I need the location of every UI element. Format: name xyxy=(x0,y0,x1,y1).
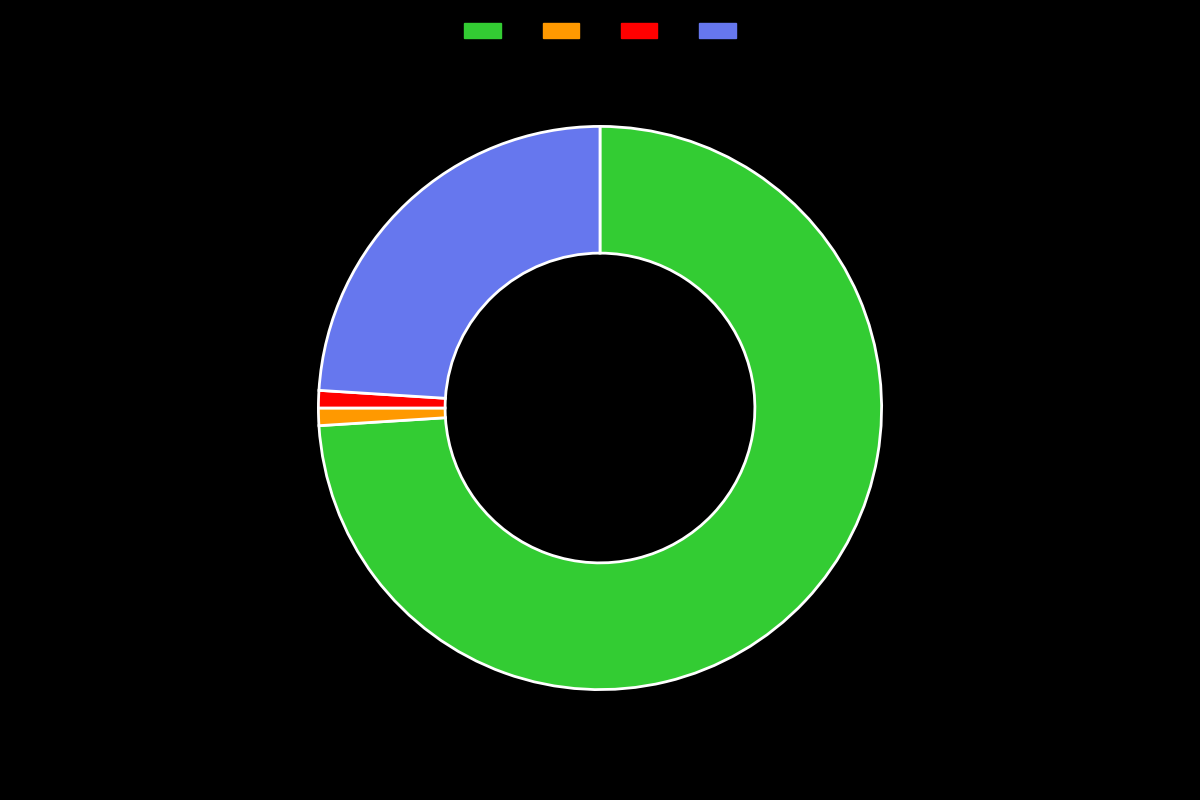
Wedge shape xyxy=(319,126,882,690)
Wedge shape xyxy=(319,126,600,398)
Legend: , , , : , , , xyxy=(464,22,736,40)
Wedge shape xyxy=(318,408,445,426)
Wedge shape xyxy=(318,390,445,408)
